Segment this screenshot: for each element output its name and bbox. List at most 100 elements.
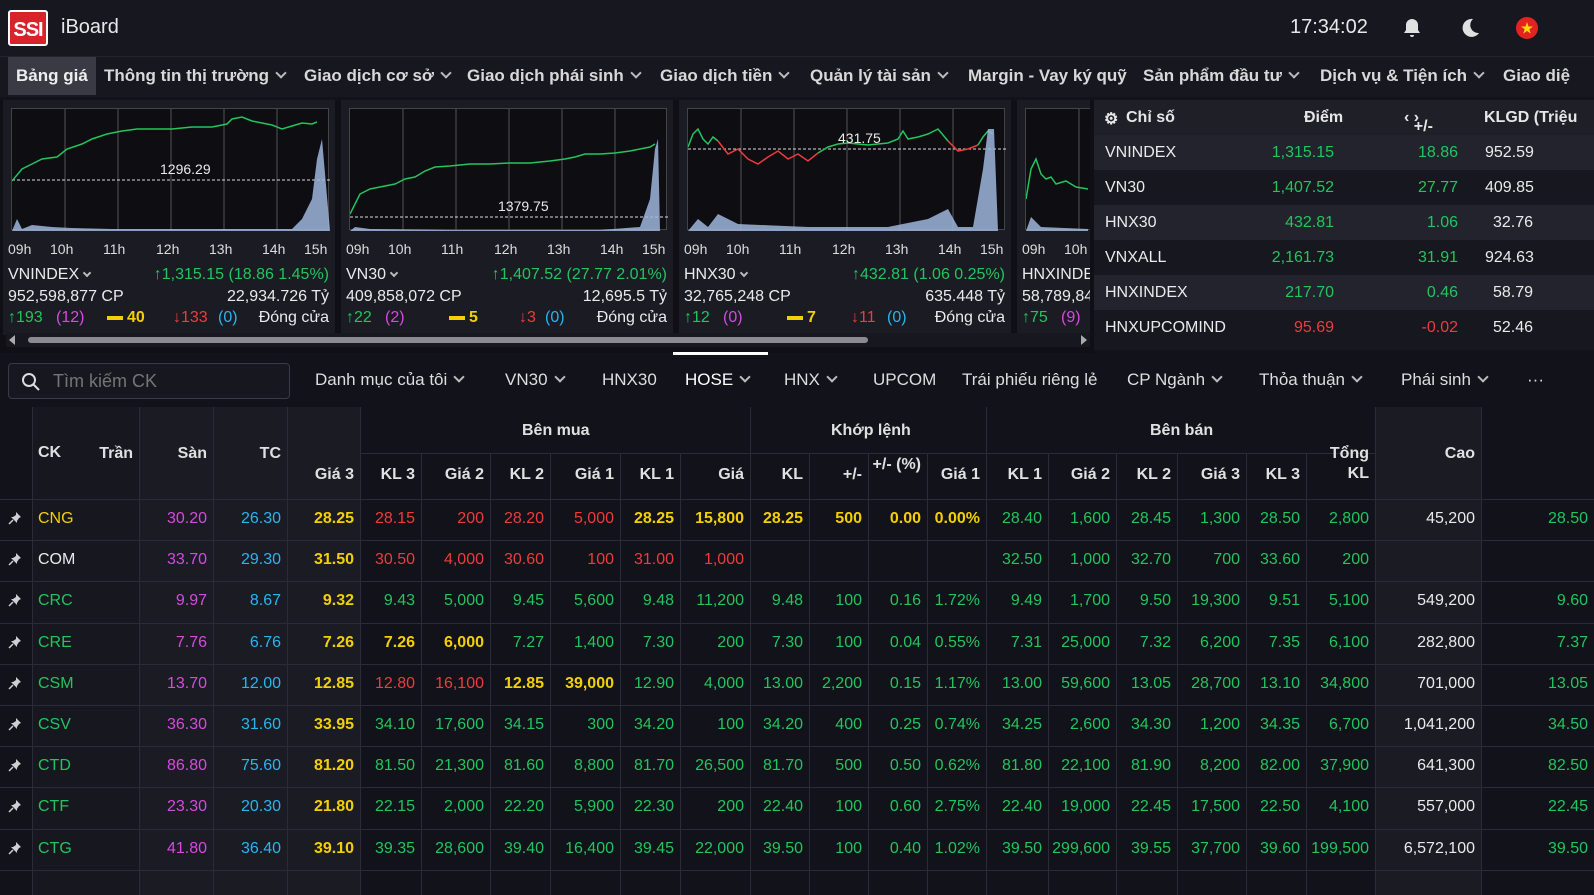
tab-hnx30[interactable]: HNX30 xyxy=(602,370,657,389)
cell-ck[interactable]: CRC xyxy=(38,592,73,610)
menu-giao-dich-co-so[interactable]: Giao dịch cơ sở xyxy=(304,57,452,95)
col-header-tc[interactable]: TC xyxy=(259,445,281,462)
scroll-left-icon[interactable] xyxy=(9,335,15,345)
cell-san: 36.40 xyxy=(240,839,281,857)
menu-san-pham-dau-tu[interactable]: Sản phẩm đầu tư xyxy=(1143,57,1300,95)
pin-icon[interactable] xyxy=(8,676,22,693)
cell-ck[interactable]: CTG xyxy=(38,839,72,857)
col-header-khop-pct[interactable]: +/- (%) xyxy=(872,456,921,473)
menu-giao-dich-phai-sinh[interactable]: Giao dịch phái sinh xyxy=(467,57,642,95)
tab-thoa-thuan[interactable]: Thỏa thuận xyxy=(1259,370,1363,390)
search-box[interactable] xyxy=(8,363,290,399)
index-row[interactable]: HNXINDEX 217.70 0.46 58.79 xyxy=(1094,275,1594,310)
pin-icon[interactable] xyxy=(8,717,22,734)
col-header-san[interactable]: Sàn xyxy=(177,445,207,462)
col-header-cao[interactable]: Cao xyxy=(1444,445,1475,462)
tab-upcom[interactable]: UPCOM xyxy=(873,370,937,389)
more-tabs-button[interactable]: ··· xyxy=(1527,370,1544,389)
col-header-ban-kl2[interactable]: KL 2 xyxy=(1136,466,1171,483)
col-header-ban-gia3[interactable]: Giá 3 xyxy=(1200,466,1240,483)
header-change[interactable]: ‹ +/- › xyxy=(1404,109,1433,135)
index-name-dropdown[interactable]: HNX30 xyxy=(684,266,748,284)
menu-giao-dich-tien[interactable]: Giao dịch tiền xyxy=(660,57,791,95)
col-header-ban-gia2[interactable]: Giá 2 xyxy=(1070,466,1110,483)
table-row[interactable]: CTG 41.80 36.40 39.10 39.35 28,600 39.40 16,400… xyxy=(0,829,1594,870)
table-row[interactable]: CSM 13.70 12.00 12.85 12.80 16,100 12.85 39,000… xyxy=(0,664,1594,705)
pin-icon[interactable] xyxy=(8,511,22,528)
col-header-khop-change[interactable]: +/- xyxy=(842,466,862,483)
col-header-khop-kl[interactable]: KL xyxy=(781,466,803,483)
tab-cp-nganh[interactable]: CP Ngành xyxy=(1127,370,1223,390)
index-row[interactable]: HNX30 432.81 1.06 32.76 xyxy=(1094,205,1594,240)
index-card-hnxindex[interactable]: 09h 10h HNXINDE 58,789,84 ↑75 (9) xyxy=(1017,100,1090,335)
scroll-thumb[interactable] xyxy=(28,337,868,343)
tab-hose[interactable]: HOSE xyxy=(685,370,751,390)
col-header-ban-gia1[interactable]: Giá 1 xyxy=(940,466,980,483)
vietnam-flag-icon[interactable] xyxy=(1515,16,1539,40)
pin-icon[interactable] xyxy=(8,758,22,775)
menu-margin[interactable]: Margin - Vay ký quỹ xyxy=(968,66,1127,85)
pin-icon[interactable] xyxy=(8,552,22,569)
index-row[interactable]: VNINDEX 1,315.15 18.86 952.59 xyxy=(1094,135,1594,170)
tab-danh-muc[interactable]: Danh mục của tôi xyxy=(315,370,465,390)
tab-vn30[interactable]: VN30 xyxy=(505,370,566,390)
col-header-khop-gia[interactable]: Giá xyxy=(718,466,744,483)
cell-ban-kl3: 4,100 xyxy=(1328,798,1369,816)
index-name[interactable]: HNXINDE xyxy=(1022,266,1090,283)
table-row[interactable]: COM 33.70 29.30 31.50 30.50 4,000 30.60 100 31.0… xyxy=(0,540,1594,581)
cell-ck[interactable]: COM xyxy=(38,551,76,569)
index-card-vn30[interactable]: 1379.75 09h 10h 11h 12h 13h 14h 15h VN30… xyxy=(341,100,673,335)
col-header-ban-kl3[interactable]: KL 3 xyxy=(1265,466,1300,483)
cell-ck[interactable]: CNG xyxy=(38,510,74,527)
table-row[interactable]: CSV 36.30 31.60 33.95 34.10 17,600 34.15 300 34.… xyxy=(0,705,1594,746)
cell-ck[interactable]: CSV xyxy=(38,716,71,733)
bell-icon[interactable] xyxy=(1400,16,1424,40)
pin-icon[interactable] xyxy=(8,593,22,610)
table-row[interactable]: CRC 9.97 8.67 9.32 9.43 5,000 9.45 5,600 9.48 11,… xyxy=(0,581,1594,622)
cell-ban-gia3: 34.35 xyxy=(1259,716,1300,733)
tab-phai-sinh[interactable]: Phái sinh xyxy=(1401,370,1489,390)
ssi-logo[interactable]: SSI xyxy=(8,10,48,46)
moon-icon[interactable] xyxy=(1458,16,1482,40)
index-row[interactable]: HNXUPCOMINDE 95.69 -0.02 52.46 xyxy=(1105,319,1534,336)
pin-icon[interactable] xyxy=(8,841,22,858)
cell-ck[interactable]: CSM xyxy=(38,674,74,692)
tab-hnx[interactable]: HNX xyxy=(784,370,838,390)
col-header-mua-kl3[interactable]: KL 3 xyxy=(380,466,415,483)
cell-ban-kl1: 1,000 xyxy=(1069,551,1110,569)
col-header-mua-gia1[interactable]: Giá 1 xyxy=(574,466,614,483)
cards-scrollbar[interactable] xyxy=(6,333,1090,347)
col-header-tong-kl[interactable]: Tổng KL xyxy=(1329,445,1369,482)
pin-icon[interactable] xyxy=(8,799,22,816)
index-card-vnindex[interactable]: 1296.29 09h 10h 11h 12h 13h 14h 15h VNIN… xyxy=(3,100,335,335)
index-row[interactable]: VNXALL 2,161.73 31.91 924.63 xyxy=(1105,249,1534,266)
col-header-ban-kl1[interactable]: KL 1 xyxy=(1007,466,1042,483)
index-name-dropdown[interactable]: VNINDEX xyxy=(8,266,92,284)
menu-dich-vu-tien-ich[interactable]: Dịch vụ & Tiện ích xyxy=(1320,57,1485,95)
cell-mua-kl1: 22,000 xyxy=(695,839,744,857)
search-input[interactable] xyxy=(53,369,283,393)
cell-ck[interactable]: CRE xyxy=(38,633,72,651)
tab-trai-phieu[interactable]: Trái phiếu riêng lẻ xyxy=(962,370,1098,389)
settings-icon[interactable]: ⚙ xyxy=(1104,111,1119,128)
col-header-tran[interactable]: Trần xyxy=(99,445,133,462)
col-header-mua-gia3[interactable]: Giá 3 xyxy=(314,466,354,483)
menu-giao-dien[interactable]: Giao diệ xyxy=(1503,66,1571,85)
table-row[interactable]: CTF 23.30 20.30 21.80 22.15 2,000 22.20 5,900 22… xyxy=(0,787,1594,828)
menu-quan-ly-tai-san[interactable]: Quản lý tài sản xyxy=(810,57,949,95)
table-row[interactable]: CTD 86.80 75.60 81.20 81.50 21,300 81.60 8,800 8… xyxy=(0,746,1594,787)
menu-thong-tin-thi-truong[interactable]: Thông tin thị trường xyxy=(104,57,287,95)
col-header-mua-gia2[interactable]: Giá 2 xyxy=(444,466,484,483)
cell-ck[interactable]: CTD xyxy=(38,757,71,775)
col-header-mua-kl1[interactable]: KL 1 xyxy=(639,466,674,483)
index-row[interactable]: VN30 1,407.52 27.77 409.85 xyxy=(1105,179,1534,196)
table-row[interactable]: CRE 7.76 6.76 7.26 7.26 6,000 7.27 1,400 7.30 200… xyxy=(0,623,1594,664)
col-header-mua-kl2[interactable]: KL 2 xyxy=(509,466,544,483)
table-row[interactable]: CNG 30.20 26.30 28.25 28.15 200 28.20 5,000 28.2… xyxy=(0,499,1594,540)
scroll-right-icon[interactable] xyxy=(1081,335,1087,345)
index-card-hnx30[interactable]: 431.75 09h 10h 11h 12h 13h 14h 15h HNX30… xyxy=(679,100,1011,335)
index-name-dropdown[interactable]: VN30 xyxy=(346,266,399,284)
cell-ck[interactable]: CTF xyxy=(38,798,70,816)
pin-icon[interactable] xyxy=(8,635,22,652)
menu-bang-gia[interactable]: Bảng giá xyxy=(8,57,96,95)
